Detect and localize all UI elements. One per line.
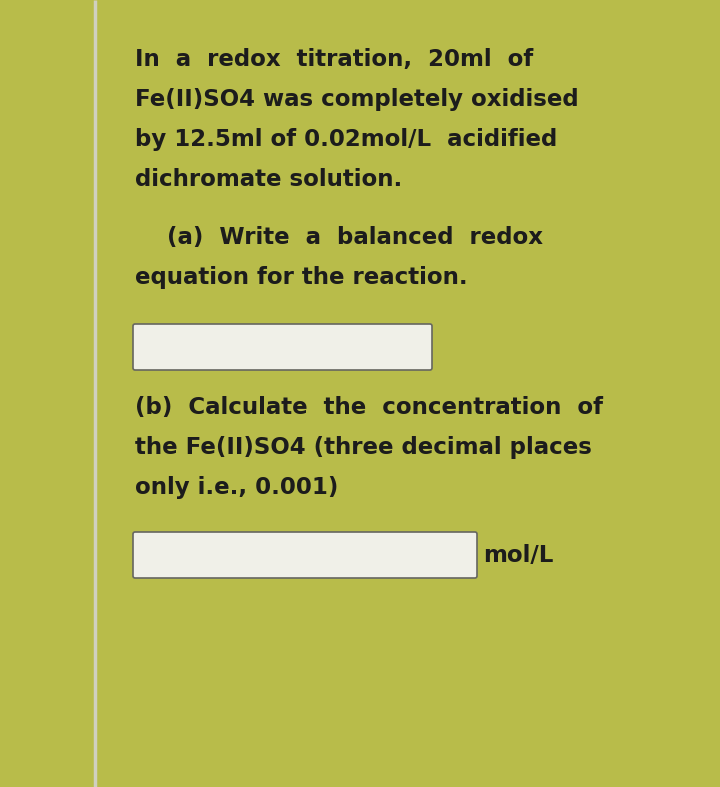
Text: Fe(II)SO4 was completely oxidised: Fe(II)SO4 was completely oxidised <box>135 88 579 111</box>
Text: (a)  Write  a  balanced  redox: (a) Write a balanced redox <box>135 226 543 249</box>
Text: mol/L: mol/L <box>483 544 554 567</box>
Text: only i.e., 0.001): only i.e., 0.001) <box>135 476 338 499</box>
Text: (b)  Calculate  the  concentration  of: (b) Calculate the concentration of <box>135 396 603 419</box>
Text: dichromate solution.: dichromate solution. <box>135 168 402 191</box>
Text: the Fe(II)SO4 (three decimal places: the Fe(II)SO4 (three decimal places <box>135 436 592 459</box>
FancyBboxPatch shape <box>133 324 432 370</box>
Text: In  a  redox  titration,  20ml  of: In a redox titration, 20ml of <box>135 48 534 71</box>
Text: equation for the reaction.: equation for the reaction. <box>135 266 467 289</box>
FancyBboxPatch shape <box>133 532 477 578</box>
Text: by 12.5ml of 0.02mol/L  acidified: by 12.5ml of 0.02mol/L acidified <box>135 128 557 151</box>
